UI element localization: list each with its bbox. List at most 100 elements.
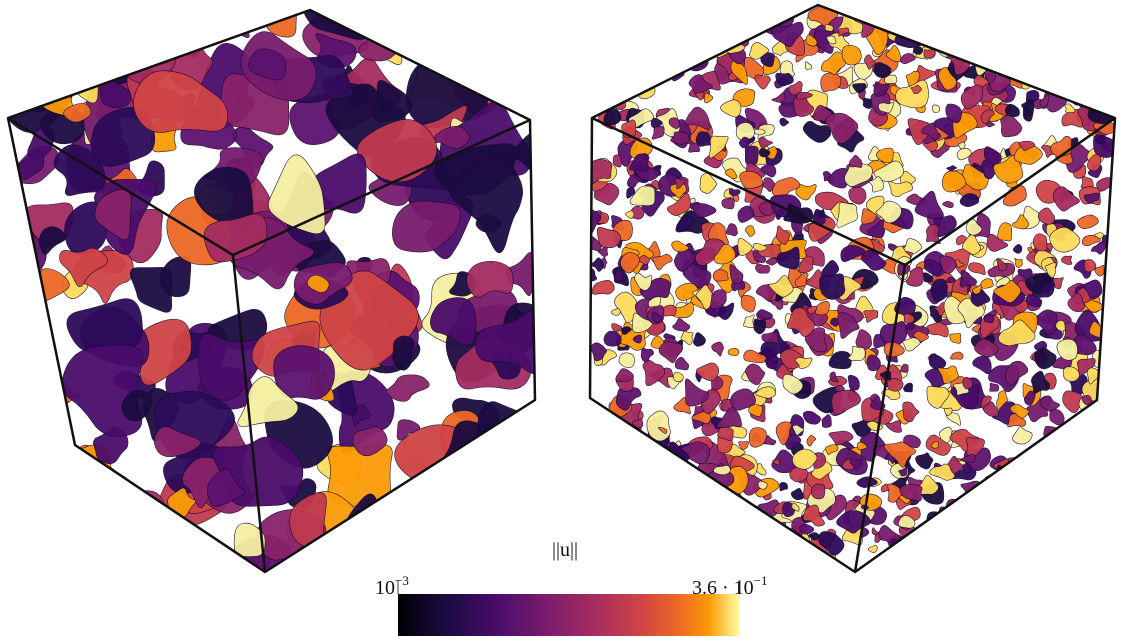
- surface-patch: [634, 272, 653, 291]
- surface-patch: [154, 426, 201, 458]
- surface-patch: [663, 471, 679, 483]
- surface-patch: [8, 510, 31, 547]
- surface-patch: [619, 502, 646, 527]
- surface-patch: [1082, 73, 1104, 97]
- surface-patch: [474, 309, 535, 376]
- surface-patch: [897, 515, 916, 529]
- surface-patch: [476, 401, 526, 448]
- surface-patch: [1106, 334, 1115, 344]
- surface-patch: [938, 67, 957, 91]
- surface-patch: [1062, 366, 1080, 382]
- surface-patch: [591, 279, 615, 295]
- surface-patch: [1082, 437, 1096, 449]
- surface-patch: [693, 526, 706, 541]
- surface-patch: [1054, 521, 1075, 537]
- surface-patch: [796, 91, 813, 100]
- surface-patch: [437, 475, 495, 543]
- surface-patch: [998, 9, 1020, 26]
- surface-patch: [690, 519, 720, 552]
- surface-patch: [957, 24, 982, 52]
- surface-patch: [896, 542, 909, 553]
- surface-patch: [647, 465, 665, 477]
- surface-patch: [666, 483, 681, 496]
- surface-patch: [1003, 40, 1025, 60]
- surface-patch: [757, 124, 775, 140]
- surface-patch: [807, 305, 818, 315]
- surface-patch: [1034, 347, 1057, 370]
- surface-patch: [406, 491, 458, 545]
- surface-patch: [1077, 214, 1099, 230]
- surface-patch: [1012, 426, 1033, 445]
- surface-patch: [936, 525, 956, 546]
- surface-patch: [855, 329, 872, 351]
- surface-patch: [457, 10, 530, 65]
- surface-patch: [698, 523, 721, 546]
- surface-patch: [684, 378, 710, 407]
- surface-patch: [753, 318, 767, 335]
- surface-patch: [93, 539, 128, 572]
- surface-patch: [898, 467, 908, 477]
- surface-patch: [590, 342, 608, 362]
- surface-patch: [962, 40, 982, 62]
- surface-patch: [696, 513, 717, 533]
- surface-patch: [1004, 103, 1020, 117]
- surface-patch: [704, 526, 722, 542]
- surface-patch: [646, 410, 671, 442]
- surface-patch: [651, 125, 665, 140]
- surface-patch: [932, 17, 944, 28]
- surface-patch: [737, 237, 753, 256]
- surface-patch: [755, 549, 776, 572]
- surface-patch: [776, 246, 800, 270]
- surface-patch: [817, 208, 825, 218]
- surface-patch: [703, 499, 736, 528]
- surface-patch: [820, 51, 846, 75]
- surface-patch: [856, 441, 868, 451]
- surface-patch: [504, 21, 535, 78]
- surface-patch: [814, 301, 830, 316]
- surface-patch: [722, 560, 733, 570]
- surface-patch: [690, 505, 703, 517]
- surface-patch: [932, 10, 955, 39]
- surface-patch: [602, 52, 625, 82]
- surface-patch: [770, 554, 794, 572]
- surface-patch: [905, 322, 915, 331]
- surface-patch: [849, 458, 863, 470]
- surface-patch: [23, 52, 58, 86]
- surface-patch: [886, 378, 904, 392]
- surface-patch: [703, 92, 714, 104]
- cube-right-outline: [588, 3, 1117, 574]
- surface-patch: [1049, 226, 1081, 253]
- surface-patch: [691, 40, 700, 51]
- colorbar-label: ||u||: [552, 539, 578, 561]
- surface-patch: [602, 486, 618, 505]
- surface-patch: [721, 510, 743, 530]
- surface-patch: [977, 485, 988, 492]
- surface-patch: [671, 240, 690, 253]
- surface-patch: [737, 205, 755, 223]
- surface-patch: [748, 404, 763, 418]
- surface-patch: [926, 385, 950, 409]
- surface-patch: [590, 268, 597, 282]
- surface-patch: [598, 482, 620, 506]
- surface-patch: [146, 553, 179, 572]
- surface-patch: [1090, 514, 1107, 536]
- surface-patch: [593, 182, 620, 206]
- surface-patch: [805, 34, 818, 47]
- surface-patch: [925, 553, 949, 572]
- surface-patch: [1037, 207, 1055, 225]
- surface-patch: [1083, 259, 1097, 273]
- surface-patch: [748, 514, 762, 525]
- surface-patch: [788, 80, 803, 96]
- surface-patch: [713, 243, 736, 265]
- surface-patch: [625, 210, 635, 220]
- surface-patch: [1074, 65, 1092, 87]
- surface-patch: [8, 476, 43, 526]
- surface-patch: [648, 39, 663, 55]
- surface-patch: [996, 258, 1008, 272]
- surface-patch: [1027, 65, 1040, 78]
- surface-patch: [991, 5, 1018, 28]
- surface-patch: [950, 351, 964, 360]
- surface-patch: [1044, 262, 1057, 279]
- surface-patch: [430, 297, 477, 346]
- surface-patch: [1024, 390, 1036, 406]
